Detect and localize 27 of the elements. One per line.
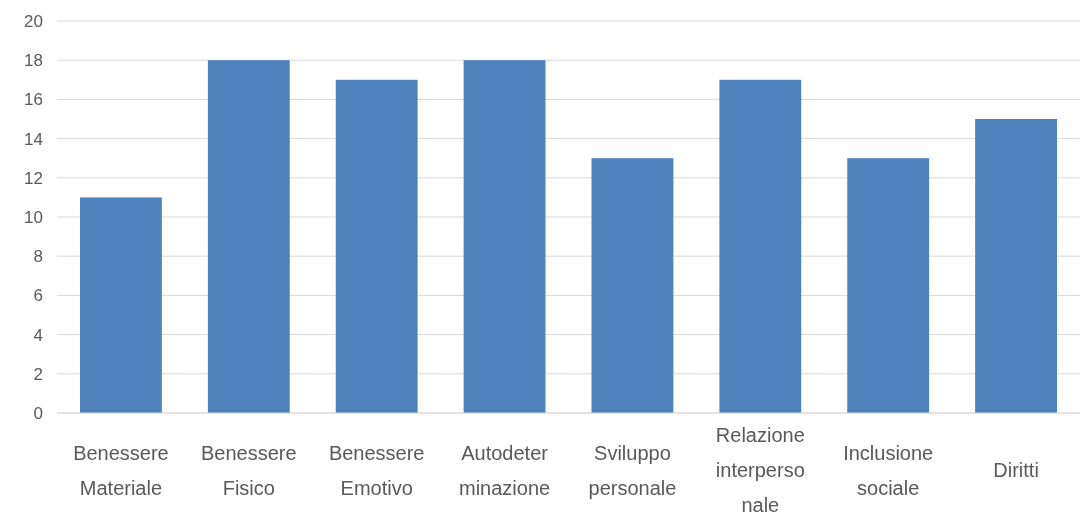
bar — [847, 158, 930, 413]
x-tick-label: Sviluppo personale — [588, 441, 677, 499]
x-tick-label: Inclusione sociale — [843, 441, 934, 499]
x-tick-label: Autodeter minazione — [458, 441, 551, 499]
x-tick-label: Benessere Emotivo — [328, 441, 425, 499]
x-tick-label: Benessere Fisico — [201, 441, 297, 499]
y-tick-label: 4 — [33, 325, 43, 345]
bar — [591, 158, 674, 413]
bar — [80, 197, 162, 413]
bar — [207, 60, 290, 413]
y-tick-label: 18 — [24, 51, 43, 71]
y-tick-label: 16 — [24, 90, 43, 110]
bar — [975, 119, 1057, 413]
y-tick-label: 12 — [24, 168, 43, 188]
y-tick-label: 20 — [24, 11, 43, 31]
x-tick-label: Diritti — [993, 459, 1039, 481]
y-tick-label: 0 — [33, 403, 43, 423]
bar — [335, 79, 418, 413]
y-tick-label: 10 — [24, 207, 43, 227]
bar — [719, 79, 802, 413]
y-tick-label: 2 — [33, 364, 43, 384]
x-tick-label: Relazione interperso nale — [715, 424, 805, 514]
y-tick-label: 8 — [33, 247, 43, 267]
x-tick-label: Benessere Materiale — [73, 441, 169, 499]
y-tick-label: 14 — [24, 129, 43, 149]
y-tick-label: 6 — [33, 286, 43, 306]
bar — [463, 60, 546, 413]
